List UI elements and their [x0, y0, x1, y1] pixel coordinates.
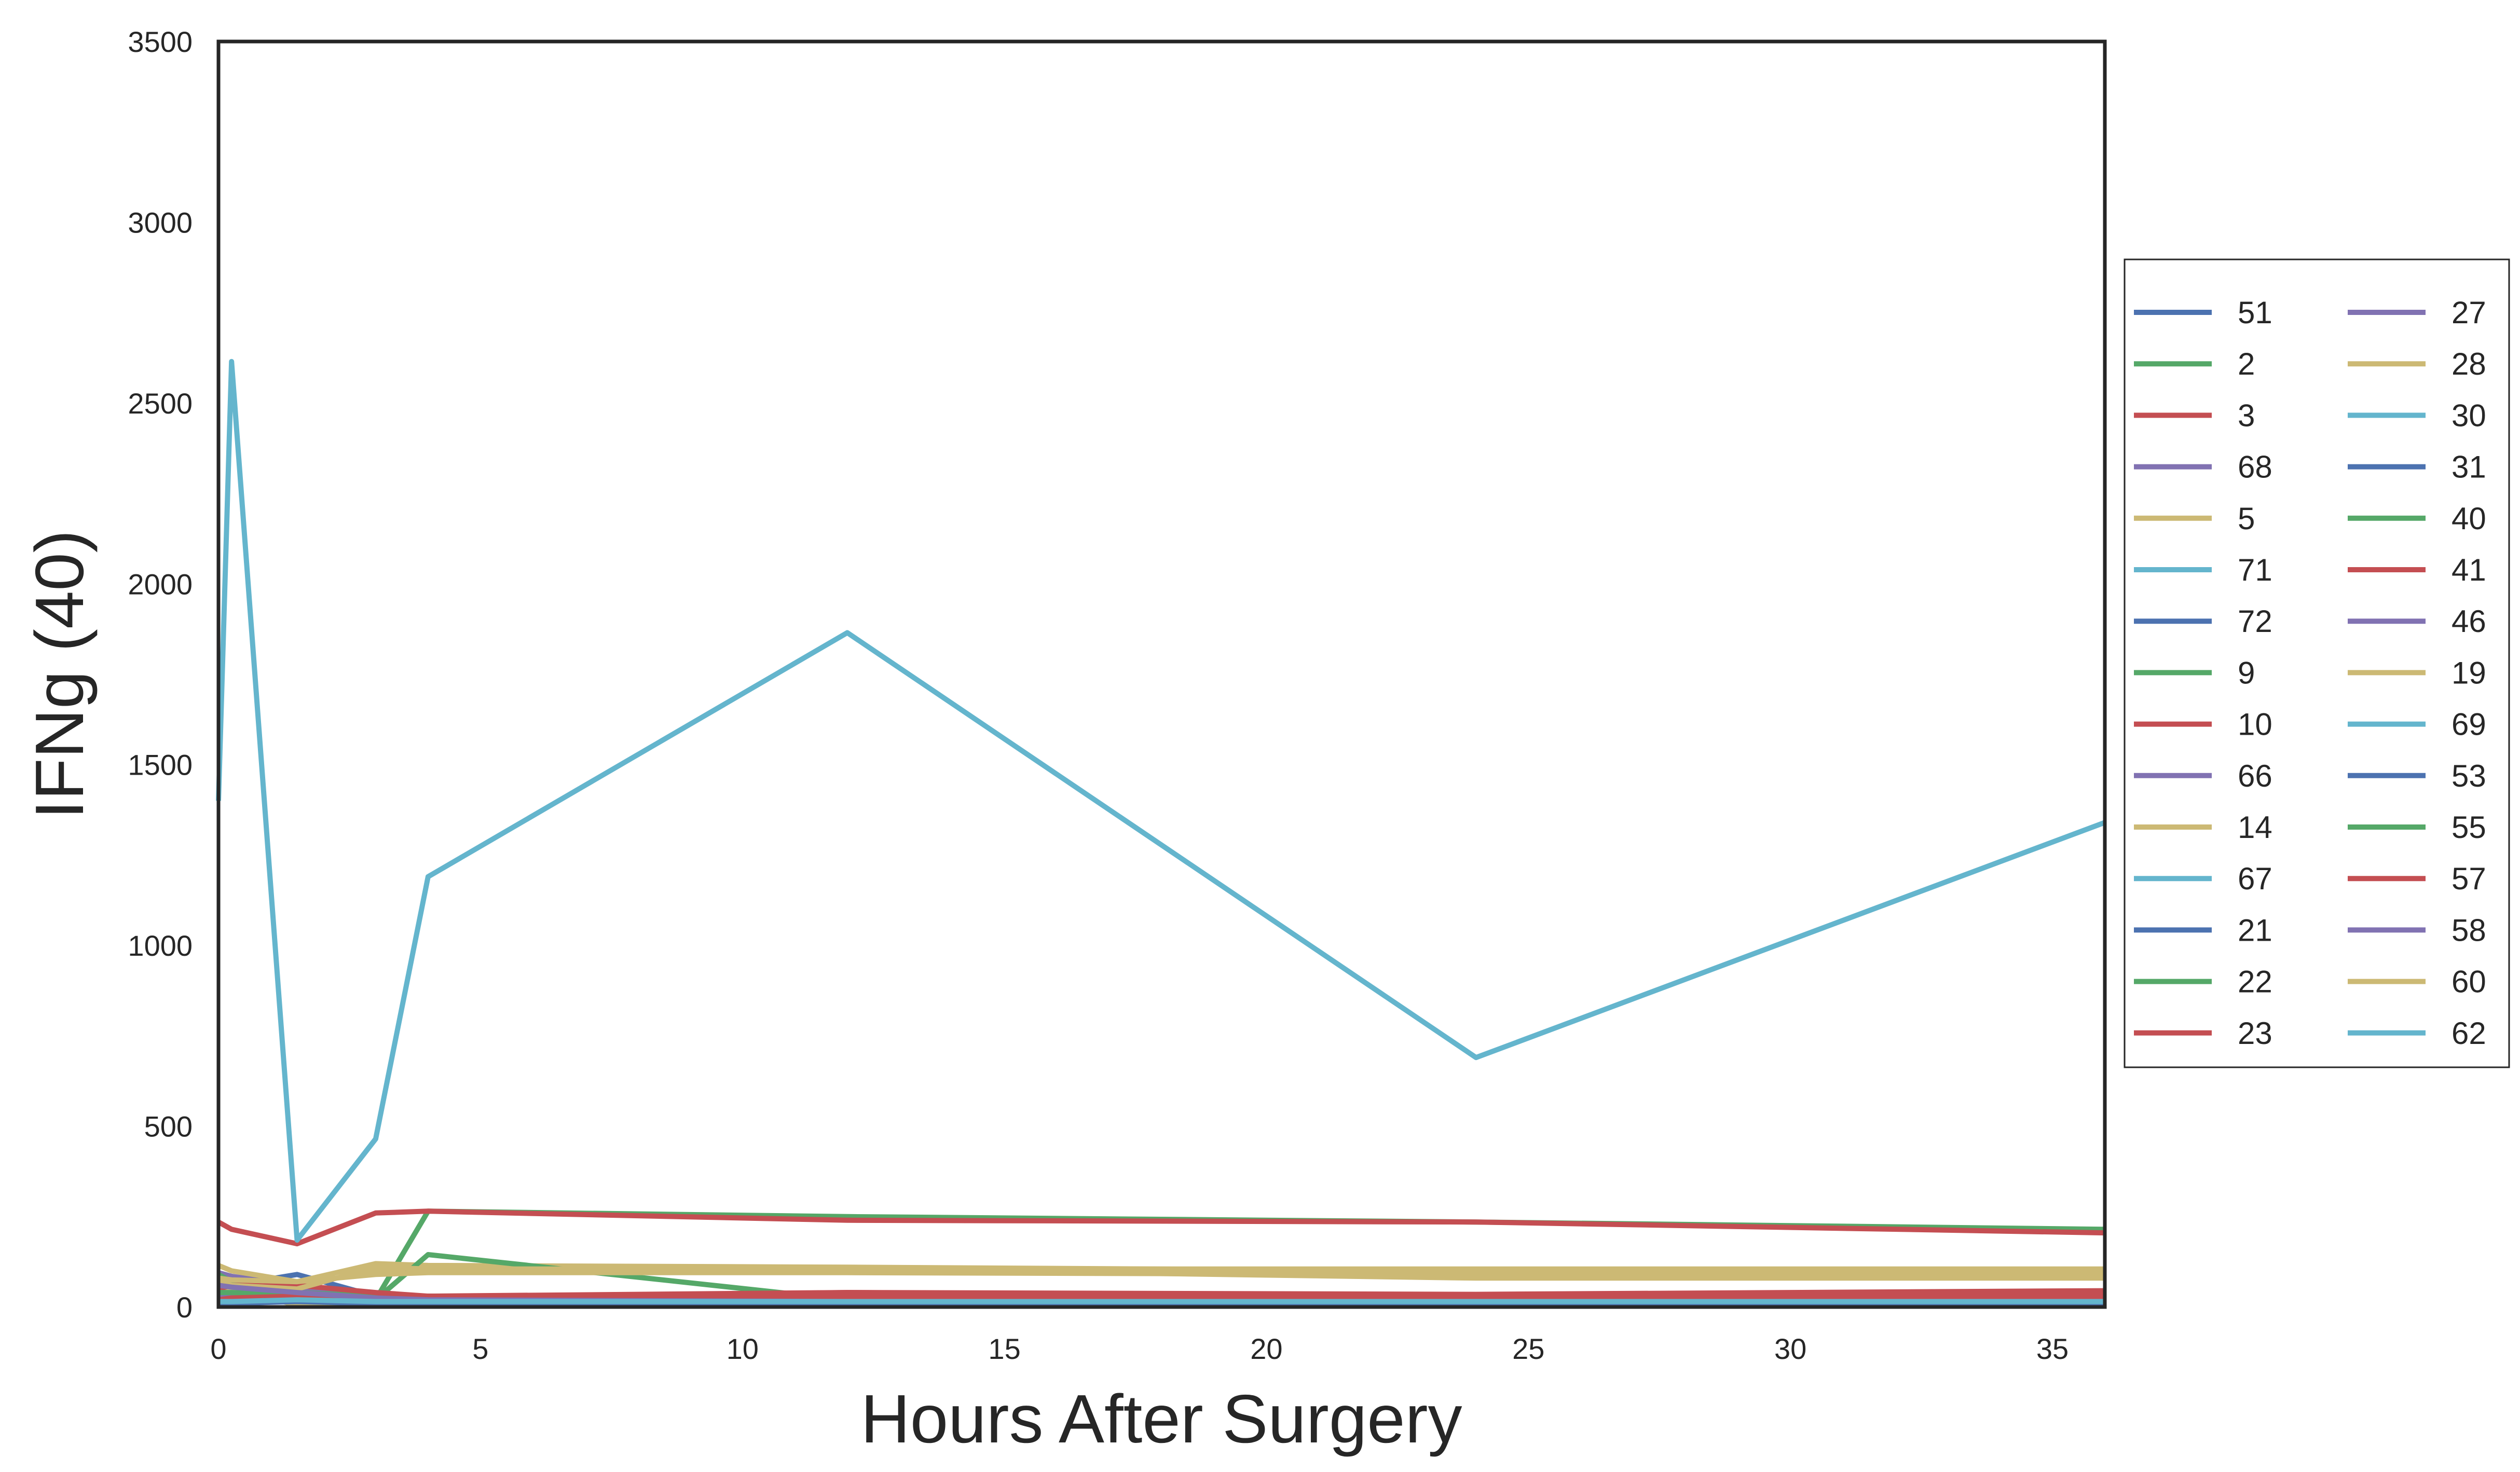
legend-label-71: 71	[2238, 553, 2272, 587]
legend-label-31: 31	[2451, 450, 2486, 485]
legend-label-46: 46	[2451, 604, 2486, 639]
y-tick-label: 1000	[128, 929, 193, 962]
y-axis-label: IFNg (40)	[21, 530, 98, 819]
legend-label-30: 30	[2451, 398, 2486, 433]
legend-label-55: 55	[2451, 810, 2486, 845]
series-line-60	[218, 1270, 2105, 1285]
y-tick-labels: 0 500 1000 1500 2000 2500 3000 3500	[128, 25, 193, 1324]
legend-label-51: 51	[2238, 295, 2272, 330]
legend-frame	[2124, 258, 2510, 1068]
legend-label-21: 21	[2238, 913, 2272, 947]
legend-label-66: 66	[2238, 759, 2272, 793]
plot-lines	[216, 359, 2106, 1308]
legend-label-10: 10	[2238, 707, 2272, 742]
y-tick-label: 3500	[128, 25, 193, 58]
legend-label-72: 72	[2238, 604, 2272, 639]
y-tick-label: 3000	[128, 206, 193, 239]
legend-label-69: 69	[2451, 707, 2486, 742]
x-tick-labels: 0 5 10 15 20 25 30 35	[210, 1332, 2069, 1365]
x-tick-label: 35	[2036, 1332, 2069, 1365]
legend-label-19: 19	[2451, 655, 2486, 690]
x-tick-label: 0	[210, 1332, 226, 1365]
y-tick-label: 2000	[128, 568, 193, 600]
series-line-2	[218, 1208, 2105, 1303]
legend-label-2: 2	[2238, 347, 2255, 381]
legend-label-57: 57	[2451, 861, 2486, 896]
series-line-71	[216, 359, 2106, 1243]
x-tick-label: 5	[472, 1332, 488, 1365]
legend: 5123685717291066146721222327283031404146…	[2124, 258, 2510, 1068]
legend-label-23: 23	[2238, 1016, 2272, 1051]
legend-label-14: 14	[2238, 810, 2272, 845]
y-tick-label: 0	[176, 1291, 193, 1324]
x-tick-label: 20	[1250, 1332, 1282, 1365]
x-tick-label: 10	[727, 1332, 759, 1365]
legend-label-67: 67	[2238, 861, 2272, 896]
y-tick-label: 2500	[128, 387, 193, 420]
legend-label-62: 62	[2451, 1016, 2486, 1051]
x-tick-label: 15	[988, 1332, 1020, 1365]
series-line-62	[218, 1297, 2105, 1304]
legend-label-40: 40	[2451, 501, 2486, 536]
legend-label-5: 5	[2238, 501, 2255, 536]
legend-label-22: 22	[2238, 965, 2272, 999]
y-tick-label: 1500	[128, 749, 193, 781]
legend-label-28: 28	[2451, 347, 2486, 381]
legend-label-53: 53	[2451, 759, 2486, 793]
x-axis-label: Hours After Surgery	[860, 1381, 1462, 1457]
legend-label-41: 41	[2451, 553, 2486, 587]
legend-label-3: 3	[2238, 398, 2255, 433]
legend-label-27: 27	[2451, 295, 2486, 330]
x-tick-label: 30	[1774, 1332, 1806, 1365]
series-line-3	[217, 1208, 2105, 1247]
y-tick-label: 500	[144, 1110, 193, 1143]
legend-label-60: 60	[2451, 965, 2486, 999]
plot-frame	[216, 39, 2107, 1309]
legend-label-58: 58	[2451, 913, 2486, 947]
x-tick-label: 25	[1512, 1332, 1544, 1365]
legend-label-68: 68	[2238, 450, 2272, 485]
legend-label-9: 9	[2238, 655, 2255, 690]
